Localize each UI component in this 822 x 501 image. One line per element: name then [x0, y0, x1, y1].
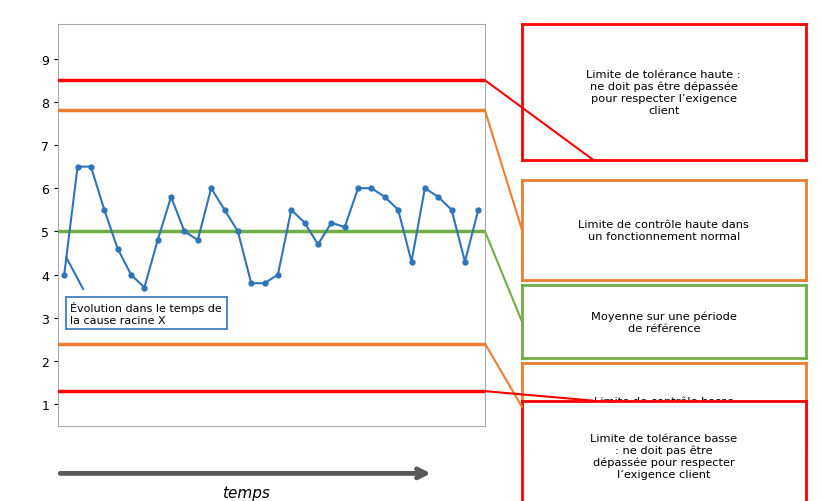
Text: Limite de tolérance haute :
ne doit pas être dépassée
pour respecter l’exigence
: Limite de tolérance haute : ne doit pas … [586, 70, 741, 115]
Text: Moyenne sur une période
de référence: Moyenne sur une période de référence [591, 311, 737, 333]
Text: Limite de contrôle haute dans
un fonctionnement normal: Limite de contrôle haute dans un fonctio… [579, 219, 749, 241]
Text: Évolution dans le temps de
la cause racine X: Évolution dans le temps de la cause raci… [71, 302, 222, 326]
Text: Limite de tolérance basse
: ne doit pas être
dépassée pour respecter
l’exigence : Limite de tolérance basse : ne doit pas … [590, 433, 737, 479]
Text: temps: temps [222, 485, 270, 500]
Text: Limite de contrôle basse
dans un fonctionnement normal: Limite de contrôle basse dans un fonctio… [572, 396, 755, 418]
